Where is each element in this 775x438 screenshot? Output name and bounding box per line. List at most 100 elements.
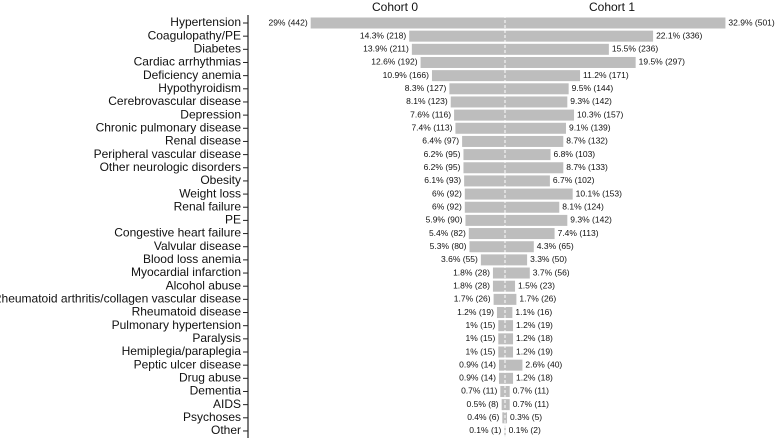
category-label: Other: [211, 423, 241, 437]
category-label: PE: [225, 213, 241, 227]
value-label: 8.1% (124): [562, 201, 604, 211]
bar: [505, 30, 654, 42]
value-label: 1.5% (23): [518, 280, 555, 290]
value-label: 10.3% (157): [577, 109, 623, 119]
value-label: 6% (92): [432, 188, 462, 198]
category-label: Coagulopathy/PE: [148, 28, 241, 42]
category-label: Depression: [180, 107, 241, 121]
value-label: 5.3% (80): [430, 241, 467, 251]
bar: [465, 214, 505, 226]
value-label: 6.2% (95): [424, 149, 461, 159]
value-label: 1.2% (18): [516, 333, 553, 343]
category-label: Cerebrovascular disease: [108, 94, 241, 108]
bar: [498, 333, 505, 345]
value-label: 15.5% (236): [612, 44, 658, 54]
category-label: Dementia: [190, 384, 242, 398]
bar: [464, 201, 505, 213]
bar: [463, 162, 505, 174]
category-label: Valvular disease: [154, 239, 241, 253]
bar: [498, 359, 505, 371]
category-label: Hemiplegia/paraplegia: [122, 344, 242, 358]
category-label: Peripheral vascular disease: [94, 147, 242, 161]
category-label: Pulmonary hypertension: [112, 318, 241, 332]
bar: [505, 359, 523, 371]
bar: [505, 228, 555, 240]
category-label: Rheumatoid arthritis/collagen vascular d…: [0, 292, 241, 306]
value-label: 10.9% (166): [383, 70, 429, 80]
bar: [464, 175, 505, 187]
bar: [498, 320, 505, 332]
bar: [505, 307, 513, 319]
value-label: 1.2% (18): [516, 373, 553, 383]
bar: [505, 122, 566, 134]
bar: [454, 109, 505, 121]
series-header: Cohort 0: [372, 0, 418, 14]
category-label: Obesity: [200, 173, 241, 187]
category-label: Weight loss: [179, 186, 241, 200]
value-label: 1.1% (16): [515, 307, 552, 317]
bar: [505, 267, 530, 279]
value-label: 6.4% (97): [422, 136, 459, 146]
bar: [505, 188, 573, 200]
bar: [505, 83, 569, 95]
bar: [505, 412, 508, 424]
value-label: 0.5% (8): [467, 399, 499, 409]
category-label: Blood loss anemia: [143, 252, 241, 266]
category-label: Myocardial infarction: [131, 265, 241, 279]
bar: [492, 280, 505, 292]
category-label: Paralysis: [192, 331, 241, 345]
bar: [505, 254, 528, 266]
value-label: 4.3% (65): [537, 241, 574, 251]
bar: [505, 372, 514, 384]
category-label: Other neurologic disorders: [100, 160, 241, 174]
bar: [505, 346, 514, 358]
value-label: 9.5% (144): [572, 83, 614, 93]
value-label: 10.1% (153): [576, 188, 622, 198]
value-label: 22.1% (336): [656, 30, 702, 40]
bar: [468, 228, 505, 240]
value-label: 1.2% (19): [516, 346, 553, 356]
value-label: 5.9% (90): [426, 215, 463, 225]
category-label: Rheumatoid disease: [132, 305, 242, 319]
value-label: 0.9% (14): [459, 359, 496, 369]
bar: [498, 372, 505, 384]
bar: [505, 162, 564, 174]
bar: [505, 17, 726, 29]
bar: [501, 399, 505, 411]
bar: [462, 135, 505, 147]
category-label: Congestive heart failure: [114, 226, 241, 240]
value-label: 3.7% (56): [533, 267, 570, 277]
value-label: 0.1% (1): [469, 425, 501, 435]
value-label: 11.2% (171): [583, 70, 629, 80]
bar: [480, 254, 505, 266]
category-label: Drug abuse: [179, 370, 241, 384]
value-label: 1.8% (28): [453, 267, 490, 277]
bar: [505, 201, 560, 213]
bar: [505, 280, 516, 292]
value-label: 0.7% (11): [513, 386, 549, 396]
series-header: Cohort 1: [589, 0, 635, 14]
category-label: Renal disease: [165, 134, 241, 148]
bar: [505, 135, 564, 147]
bar: [505, 56, 636, 68]
value-label: 29% (442): [268, 17, 307, 27]
value-label: 32.9% (501): [728, 17, 774, 27]
bar: [505, 333, 514, 345]
category-label: Hypertension: [170, 15, 241, 29]
bar: [502, 412, 505, 424]
value-label: 1% (15): [466, 320, 496, 330]
bar: [505, 43, 609, 55]
value-label: 19.5% (297): [639, 57, 685, 67]
bar: [420, 56, 505, 68]
value-label: 8.1% (123): [406, 96, 448, 106]
value-label: 6% (92): [432, 201, 462, 211]
bar: [498, 346, 505, 358]
value-label: 12.6% (192): [371, 57, 417, 67]
bar: [409, 30, 505, 42]
bar: [505, 214, 568, 226]
category-label: Psychoses: [183, 410, 241, 424]
value-label: 6.8% (103): [554, 149, 596, 159]
value-label: 5.4% (82): [429, 228, 466, 238]
category-label: Cardiac arrhythmias: [134, 55, 241, 69]
